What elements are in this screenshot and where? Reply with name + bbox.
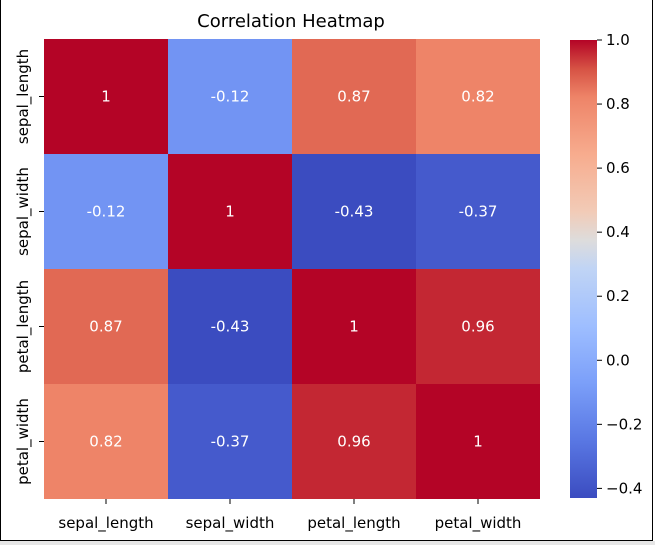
cell-value-label-1-0: -0.12 — [87, 203, 126, 221]
heatmap-cell-1-2 — [292, 154, 416, 269]
heatmap-cell-3-2 — [292, 384, 416, 499]
colorbar-tick-label: 0.8 — [606, 95, 630, 113]
cell-value-label-3-3: 1 — [473, 433, 483, 451]
heatmap-cell-2-2 — [292, 269, 416, 384]
x-axis-ticks: sepal_length sepal_width petal_length petal… — [58, 499, 521, 533]
heatmap-cell-3-3 — [416, 384, 540, 499]
heatmap-cell-0-0 — [44, 39, 168, 154]
cell-value-label-0-0: 1 — [101, 88, 111, 106]
cell-value-label-1-2: -0.43 — [335, 203, 374, 221]
y-axis-ticks: sepal_length sepal_width petal_lengthpetal… — [14, 49, 44, 485]
heatmap-cell-2-1 — [168, 269, 292, 384]
heatmap-cell-2-3 — [416, 269, 540, 384]
cell-value-label-3-2: 0.96 — [337, 433, 370, 451]
x-tick-label: petal_length — [307, 514, 400, 533]
y-tick-label: petal_width — [14, 398, 33, 485]
heatmap-cell-1-0 — [44, 154, 168, 269]
cell-value-label-2-1: -0.43 — [211, 318, 250, 336]
cell-value-label-0-1: -0.12 — [211, 88, 250, 106]
colorbar-tick-label: 0.4 — [606, 223, 630, 241]
heatmap-cell-3-1 — [168, 384, 292, 499]
heatmap-cell-0-3 — [416, 39, 540, 154]
colorbar — [570, 40, 597, 498]
cell-value-label-0-2: 0.87 — [337, 88, 370, 106]
heatmap-cell-0-1 — [168, 39, 292, 154]
cell-value-label-2-3: 0.96 — [461, 318, 494, 336]
window-bottom-strip — [0, 541, 655, 545]
y-tick-label: sepal_length — [14, 49, 33, 144]
heatmap-cell-2-0 — [44, 269, 168, 384]
colorbar-ticks: 1.0 0.8 0.6 0.4 0.2 0.0 −0.2 −0.4 — [597, 31, 642, 497]
cell-value-label-2-0: 0.87 — [89, 318, 122, 336]
cell-value-label-1-3: -0.37 — [459, 203, 498, 221]
y-tick-label: petal_length — [14, 280, 33, 373]
heatmap-cell-0-2 — [292, 39, 416, 154]
cell-value-label-0-3: 0.82 — [461, 88, 494, 106]
cell-value-label-2-2: 1 — [349, 318, 359, 336]
heatmap-cell-3-0 — [44, 384, 168, 499]
colorbar-tick-label: 0.6 — [606, 159, 630, 177]
cell-value-label-3-1: -0.37 — [211, 433, 250, 451]
x-tick-label: petal_width — [435, 514, 522, 533]
heatmap-cell-1-3 — [416, 154, 540, 269]
x-tick-label: sepal_width — [186, 514, 275, 533]
colorbar-tick-label: 0.0 — [606, 351, 630, 369]
cell-value-label-1-1: 1 — [225, 203, 235, 221]
colorbar-tick-label: 0.2 — [606, 287, 630, 305]
colorbar-tick-label: 1.0 — [606, 31, 630, 49]
x-tick-label: sepal_length — [58, 514, 153, 533]
y-tick-label: sepal_width — [14, 167, 33, 256]
colorbar-tick-label: −0.2 — [606, 415, 642, 433]
heatmap-cells: 1 -0.12 0.87 0.82 -0.12 1 -0.43 -0.37 0.87 -0.43 1… — [44, 39, 540, 499]
cell-value-label-3-0: 0.82 — [89, 433, 122, 451]
heatmap-cell-1-1 — [168, 154, 292, 269]
colorbar-tick-label: −0.4 — [606, 479, 642, 497]
chart-title: Correlation Heatmap — [197, 11, 385, 32]
